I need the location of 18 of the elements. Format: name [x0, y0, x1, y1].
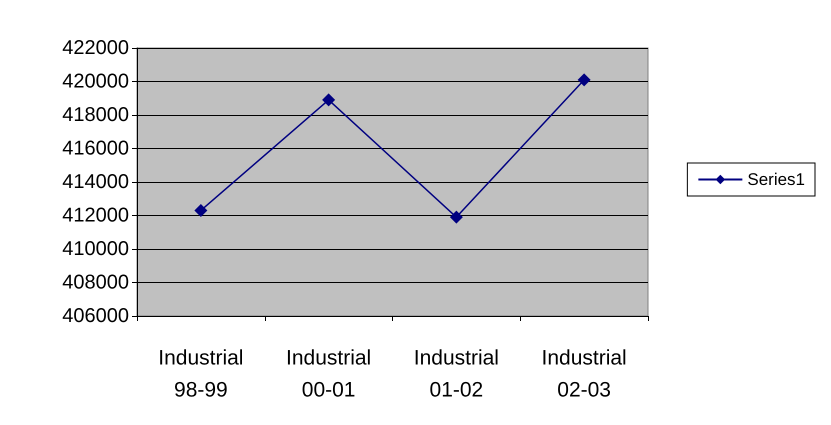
x-tick-label: Industrial 98-99 [158, 346, 244, 402]
y-tick-label: 408000 [62, 272, 129, 294]
legend-label: Series1 [747, 170, 805, 189]
y-tick-label: 420000 [62, 70, 129, 92]
y-tick-label: 416000 [62, 138, 129, 160]
x-tick-label: Industrial 00-01 [286, 346, 372, 402]
point [578, 73, 591, 86]
point [194, 204, 208, 217]
y-tick-label: 410000 [62, 238, 129, 260]
y-tick-label: 414000 [62, 171, 129, 193]
y-tick-label: 418000 [62, 104, 129, 126]
y-tick-label: 406000 [62, 305, 129, 327]
point [450, 210, 463, 224]
x-tick-label: Industrial 02-03 [542, 346, 627, 402]
y-tick-label: 422000 [62, 37, 129, 59]
point [322, 93, 336, 106]
x-tick-label: Industrial 01-02 [414, 346, 499, 402]
y-tick-label: 412000 [62, 204, 129, 226]
